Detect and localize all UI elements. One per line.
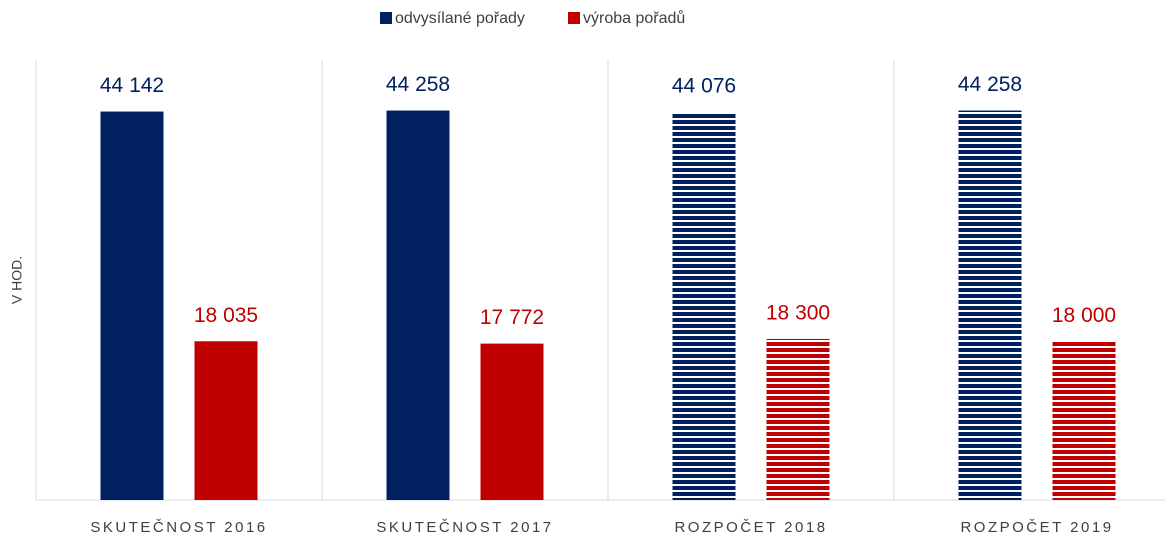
data-label: 44 142	[100, 74, 164, 97]
bar	[1052, 341, 1116, 500]
legend-label: odvysílané pořady	[395, 10, 525, 27]
data-label: 44 258	[958, 73, 1022, 96]
data-label: 17 772	[480, 306, 544, 329]
bar	[386, 110, 450, 500]
data-label: 44 076	[672, 75, 736, 98]
legend-label: výroba pořadů	[583, 9, 685, 27]
x-tick-label: SKUTEČNOST 2016	[90, 519, 267, 536]
legend-swatch	[380, 12, 392, 24]
bar	[766, 338, 830, 500]
legend-swatch	[568, 12, 580, 24]
bar	[958, 110, 1022, 500]
data-label: 18 035	[194, 304, 258, 327]
x-tick-label: ROZPOČET 2018	[674, 519, 827, 536]
bar	[194, 341, 258, 500]
bar	[672, 112, 736, 501]
bar	[480, 343, 544, 500]
x-tick-label: SKUTEČNOST 2017	[376, 519, 553, 536]
x-tick-label: ROZPOČET 2019	[960, 519, 1113, 536]
bar	[100, 111, 164, 500]
data-label: 18 300	[766, 302, 830, 325]
data-label: 18 000	[1052, 304, 1116, 327]
data-label: 44 258	[386, 73, 450, 96]
y-axis-label: V HOD.	[9, 256, 25, 304]
